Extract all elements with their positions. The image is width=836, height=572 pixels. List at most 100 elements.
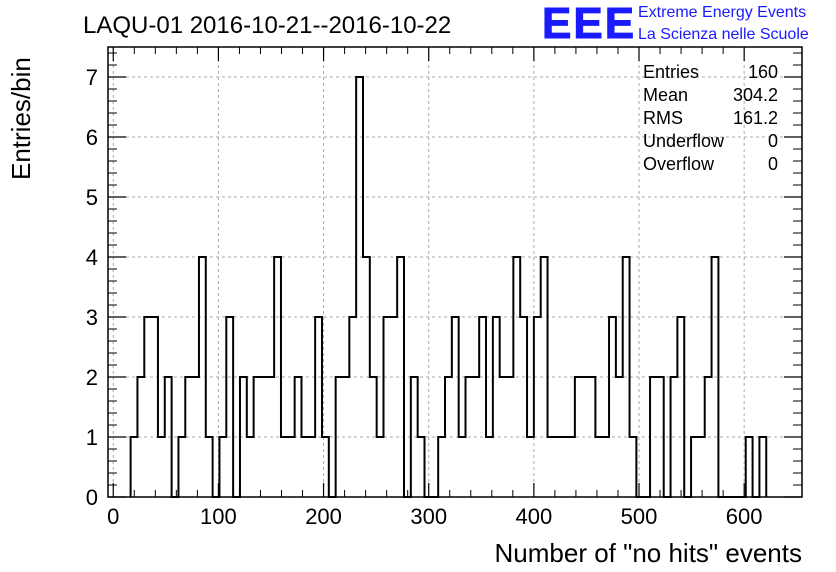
histogram-bin (240, 377, 247, 497)
y-tick-label: 4 (86, 245, 98, 270)
stats-label: Underflow (643, 131, 725, 151)
histogram-bin (295, 377, 302, 497)
stats-value: 161.2 (733, 108, 778, 128)
histogram-bin (568, 437, 575, 497)
histogram-bin (609, 317, 616, 497)
histogram-bin (390, 317, 397, 497)
histogram-bin (534, 317, 541, 497)
y-tick-label: 1 (86, 425, 98, 450)
histogram-bin (356, 77, 363, 497)
histogram-bin (137, 377, 144, 497)
histogram-bin (165, 377, 172, 497)
histogram-bin (301, 437, 308, 497)
histogram-bin (315, 317, 322, 497)
histogram-bin (445, 377, 452, 497)
histogram-bin (513, 257, 520, 497)
y-axis-tick-labels: 0 1 2 3 4 5 6 7 (86, 65, 98, 510)
y-tick-label: 3 (86, 305, 98, 330)
y-axis-title: Entries/bin (6, 57, 36, 180)
eee-logo: EEE Extreme Energy Events La Scienza nel… (542, 0, 809, 49)
histogram-bin (377, 437, 384, 497)
y-tick-label: 0 (86, 485, 98, 510)
histogram-bin (671, 377, 678, 497)
histogram-bin (397, 257, 404, 497)
x-tick-label: 200 (305, 504, 342, 529)
histogram-bin (418, 437, 425, 497)
stats-label: Mean (643, 85, 688, 105)
histogram-bin (486, 437, 493, 497)
histogram-bin (452, 317, 459, 497)
histogram-bin (144, 317, 151, 497)
histogram-bin (712, 257, 719, 497)
histogram-bin (151, 317, 158, 497)
y-tick-label: 5 (86, 185, 98, 210)
histogram-bin (589, 377, 596, 497)
x-tick-label: 100 (200, 504, 237, 529)
histogram-bin (260, 377, 267, 497)
histogram-bin (288, 437, 295, 497)
histogram-bin (247, 437, 254, 497)
histogram-bin (698, 437, 705, 497)
histogram-bin (527, 437, 534, 497)
histogram-bin (616, 377, 623, 497)
histogram-bin (623, 257, 630, 497)
eee-logo-line2: La Scienza nelle Scuole (638, 26, 809, 43)
histogram-bin (500, 377, 507, 497)
histogram-bin (158, 437, 165, 497)
histogram-bin (185, 377, 192, 497)
stats-box: Entries 160 Mean 304.2 RMS 161.2 Underflow 0 Ove… (643, 62, 778, 174)
histogram-bin (267, 377, 274, 497)
x-tick-label: 600 (726, 504, 763, 529)
histogram-bin (554, 437, 561, 497)
x-tick-label: 500 (621, 504, 658, 529)
histogram-bin (520, 317, 527, 497)
histogram-bin (548, 437, 555, 497)
histogram-bin (192, 377, 199, 497)
histogram-bin (650, 377, 657, 497)
x-axis-title: Number of "no hits" events (495, 538, 803, 568)
x-tick-label: 300 (410, 504, 447, 529)
histogram-bin (691, 437, 698, 497)
stats-label: Overflow (643, 154, 715, 174)
stats-value: 0 (768, 154, 778, 174)
histogram-bin (199, 257, 206, 497)
histogram-bin (274, 257, 281, 497)
stats-value: 160 (748, 62, 778, 82)
x-tick-label: 400 (516, 504, 553, 529)
axis-ticks (108, 47, 802, 498)
histogram-bin (657, 377, 664, 497)
histogram-bin (759, 437, 766, 497)
histogram-bin (226, 317, 233, 497)
histogram-bin (178, 437, 185, 497)
stats-value: 304.2 (733, 85, 778, 105)
histogram-bin (507, 377, 514, 497)
histogram-bin (493, 317, 500, 497)
histogram-bin (479, 317, 486, 497)
histogram-series (129, 76, 768, 498)
histogram-bin (595, 437, 602, 497)
histogram-bin (746, 437, 753, 497)
histogram-bin (602, 437, 609, 497)
histogram-bin (575, 377, 582, 497)
histogram-outline (129, 76, 768, 498)
histogram-bin (561, 437, 568, 497)
stats-label: Entries (643, 62, 699, 82)
y-tick-label: 6 (86, 125, 98, 150)
histogram-bin (582, 377, 589, 497)
eee-logo-line1: Extreme Energy Events (638, 4, 806, 21)
plot-frame (107, 46, 803, 498)
chart-title: LAQU-01 2016-10-21--2016-10-22 (83, 12, 451, 39)
histogram-bin (677, 317, 684, 497)
histogram-bin (705, 377, 712, 497)
histogram-bin (254, 377, 261, 497)
histogram-bin (466, 377, 473, 497)
histogram-bin (438, 437, 445, 497)
histogram-bin (131, 437, 138, 497)
eee-logo-mark: EEE (542, 0, 636, 48)
histogram-bin (219, 437, 226, 497)
histogram-bin (472, 377, 479, 497)
histogram-bin (281, 437, 288, 497)
histogram-bin (363, 257, 370, 497)
